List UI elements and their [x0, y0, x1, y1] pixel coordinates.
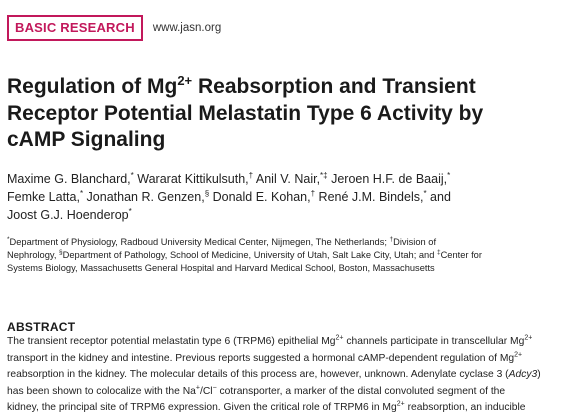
abstract-line: reabsorption in the kidney. The molecula… [7, 369, 541, 380]
author-name: Wararat Kittikulsuth, [133, 172, 249, 186]
author-name: Donald E. Kohan, [209, 190, 311, 204]
affiliations: *Department of Physiology, Radboud Unive… [7, 236, 569, 275]
journal-website[interactable]: www.jasn.org [152, 22, 222, 34]
author-line: Femke Latta,* Jonathan R. Genzen,§ Donal… [7, 188, 451, 204]
abstract-line: kidney, the principal site of TRPM6 expr… [7, 400, 526, 413]
author-name: Jeroen H.F. de Baaij, [327, 172, 448, 186]
abstract-line: transport in the kidney and intestine. P… [7, 351, 523, 364]
abstract-line: has been shown to colocalize with the Na… [7, 384, 506, 397]
article-title: Regulation of Mg2+ Reabsorption and Tran… [7, 74, 567, 154]
journal-header: BASIC RESEARCH www.jasn.org [7, 15, 221, 41]
author-line: Joost G.J. Hoenderop* [7, 206, 132, 222]
abstract-line: The transient receptor potential melasta… [7, 334, 533, 347]
affiliation-line: *Department of Physiology, Radboud Unive… [7, 236, 437, 247]
title-line-1: Regulation of Mg2+ Reabsorption and Tran… [7, 73, 476, 98]
abstract-body: The transient receptor potential melasta… [7, 334, 573, 417]
section-badge: BASIC RESEARCH [7, 15, 143, 41]
author-list: Maxime G. Blanchard,* Wararat Kittikulsu… [7, 170, 567, 224]
affiliation-line: Nephrology, §Department of Pathology, Sc… [7, 249, 482, 260]
author-name: Maxime G. Blanchard, [7, 172, 131, 186]
author-name: René J.M. Bindels, [315, 190, 424, 204]
affiliation-line: Systems Biology, Massachusetts General H… [7, 263, 435, 273]
title-line-3: cAMP Signaling [7, 128, 166, 151]
abstract-heading: ABSTRACT [7, 320, 76, 334]
author-name: Jonathan R. Genzen, [83, 190, 205, 204]
author-name: Femke Latta, [7, 190, 80, 204]
author-line: Maxime G. Blanchard,* Wararat Kittikulsu… [7, 170, 451, 186]
title-line-2: Receptor Potential Melastatin Type 6 Act… [7, 101, 484, 125]
author-name: Anil V. Nair, [253, 172, 321, 186]
author-name: Joost G.J. Hoenderop [7, 208, 129, 222]
